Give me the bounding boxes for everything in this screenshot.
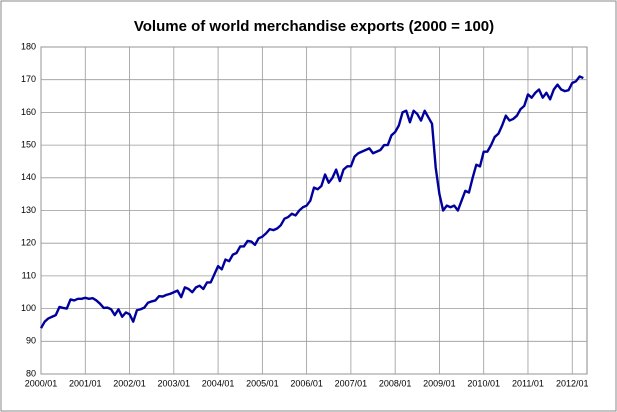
y-tick-label: 180 [21,41,36,51]
x-tick-label: 2004/01 [202,378,235,388]
x-tick-label: 2002/01 [113,378,146,388]
y-tick-label: 160 [21,107,36,117]
x-tick-label: 2001/01 [69,378,102,388]
x-tick-label: 2009/01 [423,378,456,388]
y-tick-label: 120 [21,238,36,248]
x-tick-label: 2007/01 [335,378,368,388]
x-tick-label: 2005/01 [246,378,279,388]
x-tick-label: 2000/01 [25,378,58,388]
x-tick-label: 2012/01 [556,378,589,388]
x-tick-label: 2008/01 [379,378,412,388]
y-tick-label: 150 [21,139,36,149]
x-tick-label: 2011/01 [512,378,544,388]
y-tick-label: 90 [26,336,36,346]
y-tick-label: 80 [26,368,36,378]
y-tick-label: 140 [21,172,36,182]
data-line [39,75,584,329]
y-tick-label: 130 [21,205,36,215]
y-tick-label: 110 [22,270,36,280]
x-tick-label: 2003/01 [158,378,191,388]
y-tick-label: 100 [21,303,36,313]
x-tick-label: 2010/01 [467,378,500,388]
chart-title: Volume of world merchandise exports (200… [134,18,494,35]
x-tick-label: 2006/01 [290,378,323,388]
y-tick-label: 170 [21,74,36,84]
